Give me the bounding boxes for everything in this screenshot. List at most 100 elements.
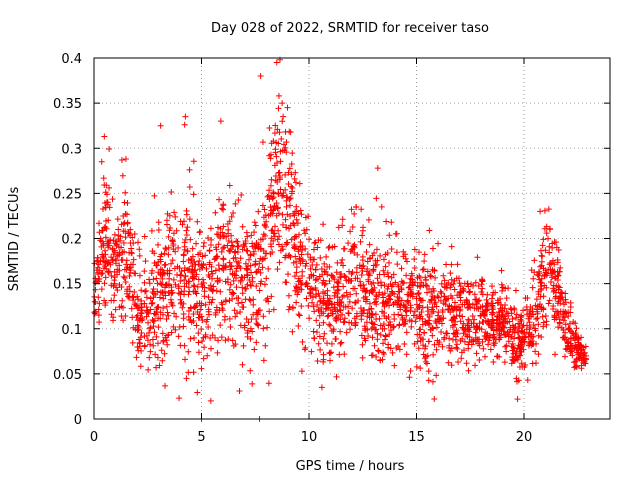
data-point <box>215 241 222 248</box>
data-point <box>440 272 447 279</box>
data-point <box>512 287 519 294</box>
data-point <box>432 299 439 306</box>
data-point <box>302 214 309 221</box>
data-point <box>348 206 355 213</box>
data-point <box>288 160 295 167</box>
data-point <box>136 272 143 279</box>
data-point <box>228 263 235 270</box>
data-point <box>247 367 254 374</box>
data-point <box>218 299 225 306</box>
data-point <box>526 310 533 317</box>
data-point <box>165 331 172 338</box>
data-point <box>427 326 434 333</box>
data-point <box>97 237 104 244</box>
data-point <box>490 334 497 341</box>
data-point <box>148 300 155 307</box>
data-point <box>147 295 154 302</box>
data-point <box>459 313 466 320</box>
data-point <box>127 232 134 239</box>
data-point <box>237 278 244 285</box>
data-point <box>244 263 251 270</box>
data-point <box>560 317 567 324</box>
data-point <box>173 227 180 234</box>
data-point <box>572 320 579 327</box>
data-point <box>113 284 120 291</box>
data-point <box>567 304 574 311</box>
data-point <box>170 323 177 330</box>
data-point <box>179 221 186 228</box>
data-point <box>160 338 167 345</box>
data-point <box>450 314 457 321</box>
data-point <box>216 196 223 203</box>
data-point <box>181 342 188 349</box>
data-point <box>134 327 141 334</box>
data-point <box>156 294 163 301</box>
data-point <box>470 282 477 289</box>
data-point <box>509 315 516 322</box>
data-point <box>219 245 226 252</box>
data-point <box>491 340 498 347</box>
data-point <box>340 319 347 326</box>
data-point <box>478 276 485 283</box>
data-point <box>390 324 397 331</box>
data-point <box>177 278 184 285</box>
data-point <box>118 283 125 290</box>
data-point <box>265 265 272 272</box>
data-point <box>272 146 279 153</box>
data-point <box>175 283 182 290</box>
data-point <box>179 304 186 311</box>
data-point <box>120 228 127 235</box>
data-point <box>235 196 242 203</box>
data-point <box>542 247 549 254</box>
data-point <box>231 249 238 256</box>
data-point <box>202 252 209 259</box>
data-point <box>537 247 544 254</box>
data-point <box>247 297 254 304</box>
data-point <box>431 267 438 274</box>
data-point <box>289 305 296 312</box>
data-point <box>337 340 344 347</box>
data-point <box>186 184 193 191</box>
data-point <box>327 322 334 329</box>
data-point <box>340 283 347 290</box>
data-point <box>196 229 203 236</box>
data-point <box>535 268 542 275</box>
data-point <box>406 284 413 291</box>
data-point <box>339 311 346 318</box>
data-point <box>184 248 191 255</box>
data-point <box>270 237 277 244</box>
data-point <box>573 364 580 371</box>
data-point <box>110 317 117 324</box>
data-point <box>326 278 333 285</box>
data-point <box>247 262 254 269</box>
y-axis-ticks: 0 0.05 0.1 0.15 0.2 0.25 0.3 0.35 0.4 <box>53 52 610 428</box>
data-point <box>406 374 413 381</box>
data-point <box>500 318 507 325</box>
data-point <box>543 318 550 325</box>
data-point <box>136 340 143 347</box>
data-point <box>318 308 325 315</box>
data-point <box>99 227 106 234</box>
data-point <box>535 288 542 295</box>
data-point <box>102 224 109 231</box>
data-point <box>437 288 444 295</box>
data-point <box>155 226 162 233</box>
data-point <box>362 298 369 305</box>
data-point <box>283 241 290 248</box>
data-point <box>192 261 199 268</box>
data-point <box>270 138 277 145</box>
data-point <box>370 266 377 273</box>
data-point <box>460 320 467 327</box>
data-point <box>123 211 130 218</box>
data-point <box>368 305 375 312</box>
x-tick-label: 10 <box>301 430 318 445</box>
data-point <box>129 314 136 321</box>
data-point <box>366 241 373 248</box>
data-point <box>264 324 271 331</box>
data-point <box>153 275 160 282</box>
data-point <box>94 254 101 261</box>
data-point <box>453 344 460 351</box>
data-point <box>374 330 381 337</box>
data-point <box>333 269 340 276</box>
data-point <box>108 282 115 289</box>
